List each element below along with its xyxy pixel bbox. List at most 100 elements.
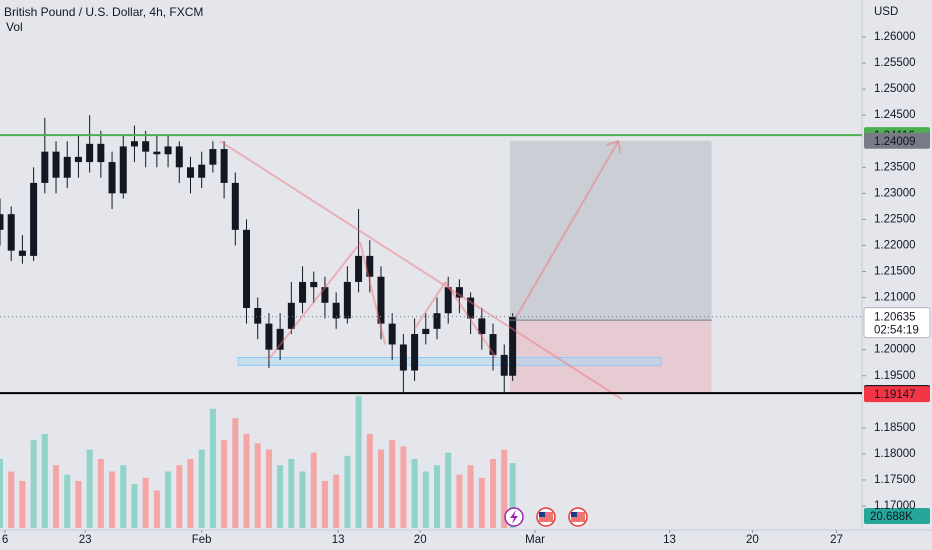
y-tick-label: 1.25000 — [874, 83, 916, 95]
candle-body — [52, 151, 60, 178]
trend-line — [359, 242, 387, 345]
support-zone — [237, 357, 662, 366]
volume-bar — [243, 433, 250, 528]
candle-body — [142, 141, 150, 152]
candle-body — [467, 297, 475, 319]
position-profit — [509, 140, 712, 321]
flag-glyph — [539, 512, 545, 517]
volume-bar — [254, 443, 261, 528]
volume-bar — [377, 449, 384, 528]
volume-bar — [41, 433, 48, 528]
candle-body — [119, 146, 127, 194]
y-tick-label: 1.19500 — [874, 370, 916, 382]
candle-body — [276, 328, 284, 350]
y-tick-label: 1.22500 — [874, 213, 916, 225]
candle-body — [0, 214, 4, 230]
candle-body — [7, 214, 15, 251]
candle-body — [310, 281, 318, 288]
y-tick-label: 1.17500 — [874, 474, 916, 486]
candle-body — [478, 318, 486, 335]
volume-bar — [0, 458, 3, 528]
y-tick-label: 1.26000 — [874, 31, 916, 43]
volume-bar — [19, 480, 26, 528]
chart-title: British Pound / U.S. Dollar, 4h, FXCM — [4, 5, 203, 19]
candle-body — [332, 302, 340, 319]
volume-bar — [30, 440, 37, 528]
y-tick-label: 1.23000 — [874, 187, 916, 199]
volume-bar — [400, 446, 407, 528]
volume-bar — [434, 465, 441, 528]
y-tick-label: 1.24500 — [874, 109, 916, 121]
candle-body — [209, 149, 217, 165]
overlay-layer: 1.241161.191671.240091.205681.191471.206… — [0, 127, 931, 524]
candle-body — [366, 255, 374, 277]
candle-body — [231, 182, 239, 230]
volume-bar — [355, 396, 362, 528]
volume-bar — [456, 474, 463, 528]
candle-body — [433, 313, 441, 329]
volume-title: Vol — [6, 20, 23, 34]
x-tick-label: 20 — [746, 534, 759, 546]
event-icons[interactable] — [504, 507, 588, 527]
stop-label: 1.19147 — [874, 389, 916, 401]
y-tick-label: 1.20000 — [874, 344, 916, 356]
candle-body — [377, 276, 385, 324]
volume-bar — [53, 465, 60, 528]
candle-body — [97, 143, 105, 163]
stop-tag — [864, 386, 930, 403]
volume-tag — [864, 508, 930, 524]
y-tick-label: 1.21000 — [874, 292, 916, 304]
candle-body — [287, 302, 295, 329]
volume-bar — [131, 484, 138, 528]
volume-tag-label: 20.688K — [870, 511, 913, 523]
flag-glyph — [571, 512, 577, 517]
volume-bar — [445, 452, 452, 528]
candle-body — [130, 141, 138, 147]
flag-glyph — [571, 512, 585, 522]
candle-body — [18, 250, 26, 256]
x-tick-label: 27 — [830, 534, 843, 546]
y-tick-label: 1.18500 — [874, 422, 916, 434]
volume-bar — [501, 449, 508, 528]
last-price-tag — [863, 307, 931, 339]
candle-body — [343, 281, 351, 319]
y-tick-label: 1.18000 — [874, 448, 916, 460]
candle-body — [164, 146, 172, 155]
volume-bar — [176, 465, 183, 528]
volume-bar — [165, 471, 172, 528]
volume-bar — [64, 474, 71, 528]
candle-body — [321, 287, 329, 303]
volume-bar — [8, 471, 15, 528]
volume-bar — [490, 458, 497, 528]
volume-bar — [265, 449, 272, 528]
volume-bar — [299, 471, 306, 528]
target-tag — [864, 132, 930, 149]
volume-bar — [198, 449, 205, 528]
candle-body — [175, 146, 183, 168]
candle-body — [455, 287, 463, 298]
target-label: 1.24009 — [874, 136, 916, 148]
candle-body — [399, 344, 407, 371]
candle-body — [411, 334, 419, 371]
candle-body — [198, 164, 206, 178]
volume-bar — [75, 480, 82, 528]
volume-bar — [153, 490, 160, 528]
candle-body — [265, 323, 273, 350]
volume-bar — [411, 458, 418, 528]
volume-bar — [109, 471, 116, 528]
volume-bar — [478, 477, 485, 528]
candle-body — [500, 354, 508, 376]
x-tick-label: 6 — [2, 534, 8, 546]
x-tick-label: Mar — [525, 534, 545, 546]
volume-layer — [0, 396, 516, 528]
volume-bar — [310, 452, 317, 528]
volume-bar — [187, 458, 194, 528]
trend-line — [267, 242, 362, 361]
drawings-layer — [237, 140, 712, 395]
volume-bar — [86, 449, 93, 528]
volume-bar — [221, 440, 228, 528]
candle-body — [30, 182, 38, 256]
currency: USD — [874, 6, 898, 18]
